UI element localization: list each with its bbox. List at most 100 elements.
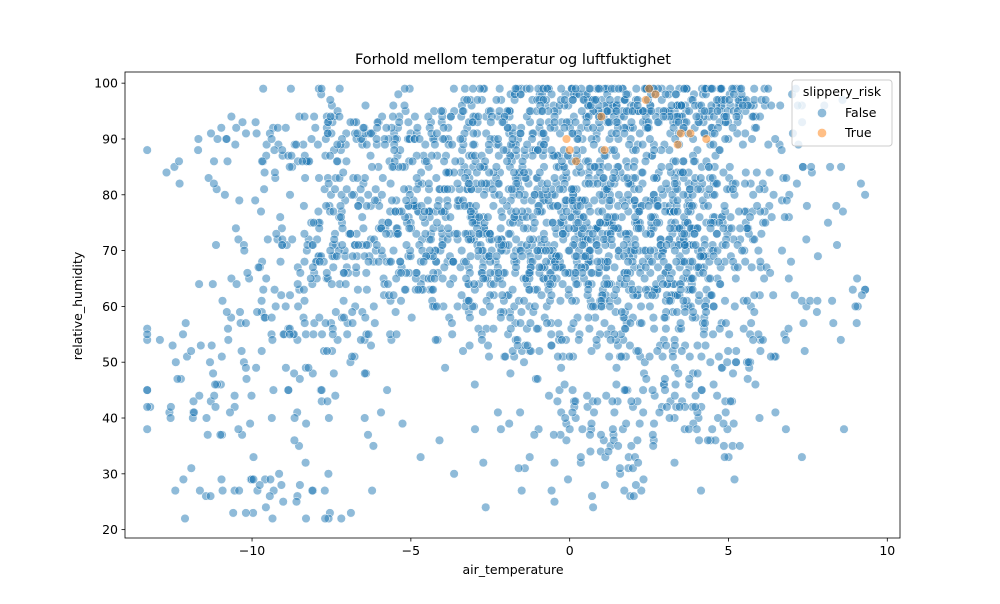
point-false [420, 206, 430, 217]
point-false [513, 340, 523, 351]
point-false [766, 352, 776, 362]
point-false [378, 173, 388, 183]
y-tick-label: 20 [102, 522, 118, 537]
point-false [553, 352, 563, 362]
points-layer [142, 84, 870, 524]
point-true [561, 134, 572, 144]
point-false [485, 268, 495, 278]
point-false [672, 206, 683, 217]
point-false [320, 486, 330, 496]
point-false [749, 307, 759, 317]
point-false [532, 374, 543, 384]
point-false [646, 106, 656, 116]
point-false [765, 167, 775, 178]
point-false [716, 84, 726, 94]
point-false [689, 156, 699, 166]
point-false [488, 201, 498, 211]
point-false [534, 262, 544, 272]
point-false [525, 106, 535, 116]
point-false [216, 123, 226, 133]
point-false [828, 318, 838, 328]
point-false [216, 474, 227, 484]
point-false [248, 474, 258, 484]
point-false [267, 134, 277, 144]
point-false [728, 368, 738, 378]
point-false [423, 112, 433, 122]
point-false [403, 117, 413, 127]
point-false [360, 313, 370, 323]
point-false [611, 285, 621, 295]
point-false [759, 273, 769, 284]
point-false [731, 112, 742, 122]
point-false [327, 279, 337, 289]
point-true [673, 140, 683, 150]
point-false [709, 301, 719, 311]
point-false [299, 257, 310, 267]
point-false [549, 430, 559, 440]
x-tick-label: 10 [879, 543, 895, 558]
point-false [612, 117, 622, 127]
point-false [611, 128, 621, 138]
point-false [567, 128, 578, 138]
point-false [560, 95, 570, 105]
point-false [414, 134, 425, 144]
point-false [638, 385, 648, 395]
point-false [641, 374, 651, 384]
point-false [532, 246, 542, 256]
point-false [634, 206, 644, 217]
point-false [742, 223, 752, 233]
point-false [749, 84, 759, 94]
point-false [497, 212, 507, 222]
point-false [715, 279, 725, 289]
point-false [719, 201, 730, 211]
point-false [656, 162, 666, 172]
point-false [452, 179, 463, 189]
point-false [426, 234, 436, 244]
point-false [273, 123, 283, 133]
point-false [474, 212, 484, 222]
point-false [382, 385, 392, 395]
point-false [383, 279, 393, 289]
point-false [468, 140, 478, 150]
point-false [659, 313, 670, 323]
legend-title: slippery_risk [803, 84, 882, 99]
point-false [265, 491, 275, 501]
point-false [653, 262, 663, 272]
point-false [692, 340, 703, 351]
point-false [329, 234, 339, 244]
point-false [721, 240, 731, 250]
point-false [588, 502, 598, 512]
point-false [441, 167, 451, 178]
point-false [193, 145, 203, 155]
point-false [626, 117, 636, 127]
point-false [230, 391, 240, 401]
point-false [301, 419, 311, 429]
point-false [596, 301, 606, 311]
point-false [632, 435, 642, 445]
point-false [235, 307, 245, 317]
point-false [196, 340, 206, 351]
point-false [511, 206, 521, 217]
point-false [813, 251, 823, 261]
point-false [230, 140, 240, 150]
point-false [174, 156, 184, 166]
point-false [751, 123, 761, 133]
point-false [233, 234, 243, 244]
axes-frame [124, 71, 901, 539]
y-tick-label: 60 [102, 299, 118, 314]
point-false [577, 424, 587, 434]
point-false [338, 167, 348, 178]
point-false [478, 307, 488, 317]
point-false [477, 179, 487, 189]
point-false [334, 112, 344, 122]
point-false [394, 117, 404, 127]
point-false [194, 391, 204, 401]
point-false [391, 329, 402, 339]
point-false [361, 240, 372, 250]
point-false [678, 190, 688, 200]
point-false [466, 206, 476, 217]
point-false [652, 201, 663, 211]
point-false [692, 424, 702, 434]
point-false [215, 430, 225, 440]
point-false [678, 296, 689, 306]
